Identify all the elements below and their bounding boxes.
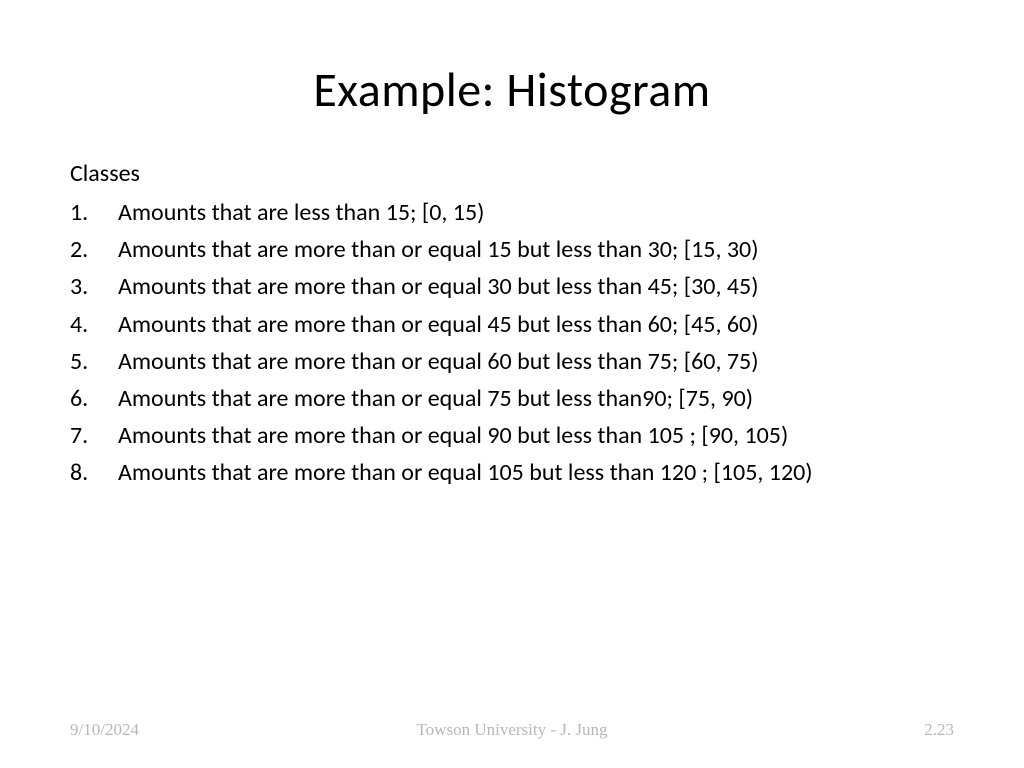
classes-list: Amounts that are less than 15; [0, 15) A…	[70, 194, 954, 492]
slide-footer: 9/10/2024 Towson University - J. Jung 2.…	[0, 720, 1024, 740]
classes-subheading: Classes	[70, 159, 954, 188]
footer-center: Towson University - J. Jung	[0, 720, 1024, 740]
list-item: Amounts that are less than 15; [0, 15)	[70, 194, 954, 231]
list-item: Amounts that are more than or equal 15 b…	[70, 231, 954, 268]
list-item: Amounts that are more than or equal 45 b…	[70, 306, 954, 343]
list-item: Amounts that are more than or equal 90 b…	[70, 417, 954, 454]
slide-title: Example: Histogram	[70, 60, 954, 119]
list-item: Amounts that are more than or equal 60 b…	[70, 343, 954, 380]
list-item: Amounts that are more than or equal 75 b…	[70, 380, 954, 417]
list-item: Amounts that are more than or equal 30 b…	[70, 268, 954, 305]
slide: Example: Histogram Classes Amounts that …	[0, 0, 1024, 768]
list-item: Amounts that are more than or equal 105 …	[70, 454, 954, 491]
